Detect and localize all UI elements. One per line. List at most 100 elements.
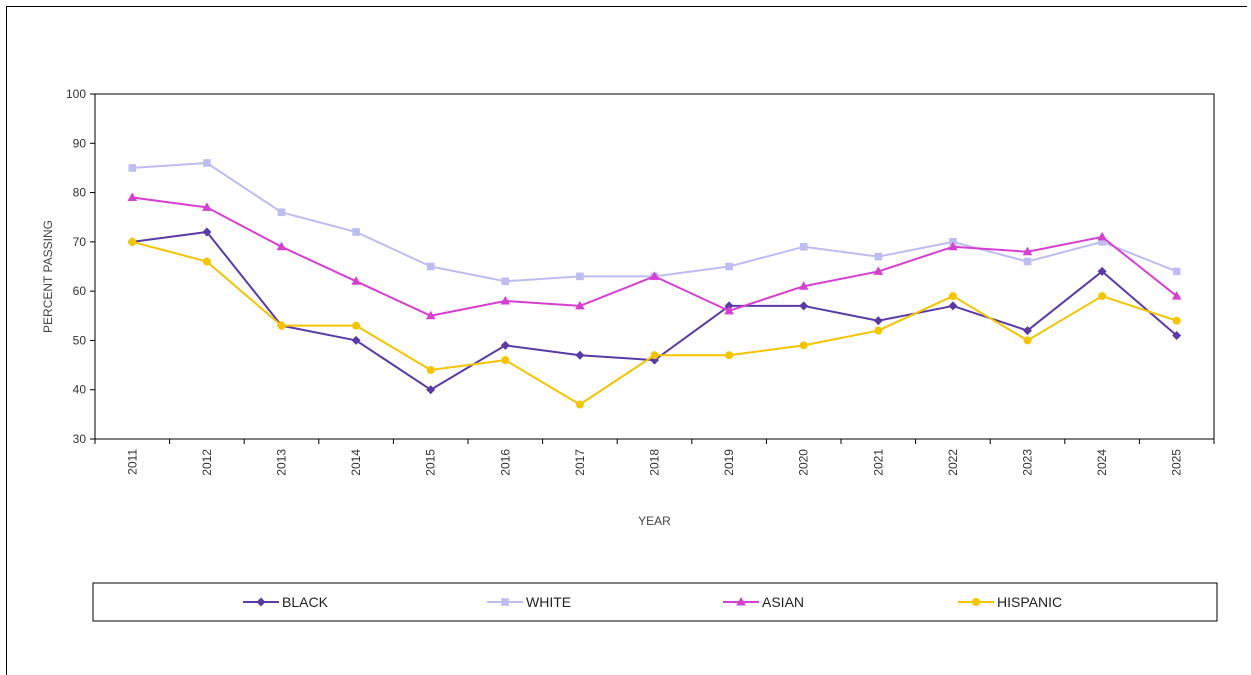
data-point-asian bbox=[724, 305, 734, 315]
data-point-black bbox=[202, 227, 212, 237]
x-tick-label: 2017 bbox=[573, 449, 587, 476]
data-point-black bbox=[1097, 266, 1107, 276]
data-point-hispanic bbox=[352, 321, 361, 330]
data-point-black bbox=[1023, 326, 1032, 336]
x-tick-label: 2020 bbox=[797, 449, 811, 476]
legend-label-white: WHITE bbox=[526, 594, 571, 610]
x-tick-label: 2013 bbox=[275, 449, 289, 476]
data-point-white bbox=[1098, 238, 1106, 246]
data-point-hispanic bbox=[1098, 292, 1107, 301]
legend-label-hispanic: HISPANIC bbox=[997, 594, 1062, 610]
y-tick-label: 30 bbox=[73, 432, 87, 446]
x-axis: 2011 2012 2013 2014 2015 2016 2017 2018 2019 2020… bbox=[94, 439, 1215, 476]
data-point-white bbox=[576, 272, 584, 281]
data-point-white bbox=[1172, 267, 1181, 276]
data-point-black bbox=[351, 335, 361, 345]
data-point-hispanic bbox=[277, 321, 286, 330]
x-tick-label: 2024 bbox=[1095, 449, 1109, 476]
legend-marker-white bbox=[501, 598, 509, 606]
legend-item-black: BLACK bbox=[243, 594, 329, 610]
legend-label-asian: ASIAN bbox=[762, 594, 804, 610]
series-line-black bbox=[132, 231, 1178, 391]
x-tick-label: 2019 bbox=[722, 449, 736, 476]
data-point-hispanic bbox=[725, 351, 734, 360]
data-point-asian bbox=[351, 276, 361, 285]
data-point-black bbox=[1172, 331, 1182, 340]
data-point-black bbox=[799, 301, 809, 311]
x-tick-label: 2022 bbox=[946, 449, 960, 476]
x-axis-title: YEAR bbox=[638, 514, 671, 528]
data-point-asian bbox=[1171, 291, 1182, 300]
data-point-white bbox=[128, 164, 137, 172]
y-tick-label: 40 bbox=[73, 383, 87, 397]
data-point-black bbox=[426, 385, 436, 395]
data-point-white bbox=[277, 208, 286, 217]
x-tick-label: 2015 bbox=[424, 449, 438, 476]
data-point-hispanic bbox=[1172, 316, 1181, 325]
data-point-asian bbox=[1022, 246, 1033, 256]
data-point-hispanic bbox=[426, 366, 435, 374]
plot-border bbox=[94, 93, 1215, 440]
x-tick-label: 2012 bbox=[200, 449, 214, 476]
data-point-black bbox=[873, 316, 883, 326]
data-point-asian bbox=[873, 266, 884, 275]
x-tick-label: 2016 bbox=[498, 449, 512, 476]
legend-item-white: WHITE bbox=[487, 594, 571, 610]
legend-marker-black bbox=[256, 597, 266, 607]
data-point-white bbox=[874, 252, 883, 261]
data-point-hispanic bbox=[1023, 336, 1032, 345]
x-tick-label: 2014 bbox=[349, 449, 363, 476]
data-point-hispanic bbox=[501, 356, 510, 365]
series-line-white bbox=[132, 162, 1178, 283]
series-hispanic bbox=[128, 237, 1181, 409]
x-tick-label: 2021 bbox=[871, 449, 885, 476]
data-point-asian bbox=[276, 241, 287, 251]
data-point-asian bbox=[425, 310, 436, 320]
x-tick-label: 2011 bbox=[125, 449, 139, 475]
data-point-hispanic bbox=[128, 237, 137, 246]
data-point-asian bbox=[948, 241, 958, 251]
legend-box bbox=[92, 582, 1218, 622]
data-point-white bbox=[501, 277, 510, 286]
data-point-white bbox=[352, 228, 360, 236]
data-point-hispanic bbox=[650, 351, 659, 360]
y-axis-title: PERCENT PASSING bbox=[41, 220, 55, 333]
data-point-asian bbox=[500, 296, 511, 305]
data-point-white bbox=[799, 242, 808, 251]
legend: BLACK WHITE ASIAN HISPANIC bbox=[92, 582, 1218, 622]
y-tick-label: 50 bbox=[73, 333, 87, 347]
data-point-asian bbox=[575, 300, 585, 310]
data-point-white bbox=[203, 159, 211, 167]
chart-frame bbox=[6, 6, 1247, 675]
legend-item-hispanic: HISPANIC bbox=[958, 594, 1062, 610]
data-point-white bbox=[1023, 257, 1032, 266]
legend-marker-asian bbox=[736, 597, 746, 606]
data-point-hispanic bbox=[202, 257, 211, 266]
x-tick-label: 2018 bbox=[648, 449, 662, 476]
legend-label-black: BLACK bbox=[282, 594, 329, 610]
y-tick-label: 60 bbox=[73, 284, 87, 298]
legend-marker-hispanic bbox=[972, 598, 980, 606]
y-axis: 30 40 50 60 70 80 90 100 bbox=[66, 87, 95, 446]
data-point-asian bbox=[798, 281, 809, 290]
legend-item-asian: ASIAN bbox=[723, 594, 804, 610]
data-point-white bbox=[426, 262, 435, 271]
y-tick-label: 80 bbox=[73, 186, 87, 200]
data-point-hispanic bbox=[799, 341, 808, 350]
data-point-hispanic bbox=[874, 326, 883, 335]
series-layer bbox=[127, 159, 1182, 409]
data-point-asian bbox=[649, 271, 660, 280]
series-line-hispanic bbox=[132, 240, 1178, 406]
y-tick-label: 70 bbox=[73, 235, 87, 249]
data-point-asian bbox=[127, 192, 138, 201]
series-black bbox=[127, 227, 1182, 395]
y-tick-label: 90 bbox=[73, 136, 87, 150]
data-point-hispanic bbox=[575, 400, 584, 409]
data-point-white bbox=[725, 262, 733, 271]
data-point-asian bbox=[202, 202, 212, 211]
x-tick-label: 2025 bbox=[1170, 449, 1184, 476]
data-point-black bbox=[948, 301, 958, 311]
series-asian bbox=[127, 192, 1182, 320]
